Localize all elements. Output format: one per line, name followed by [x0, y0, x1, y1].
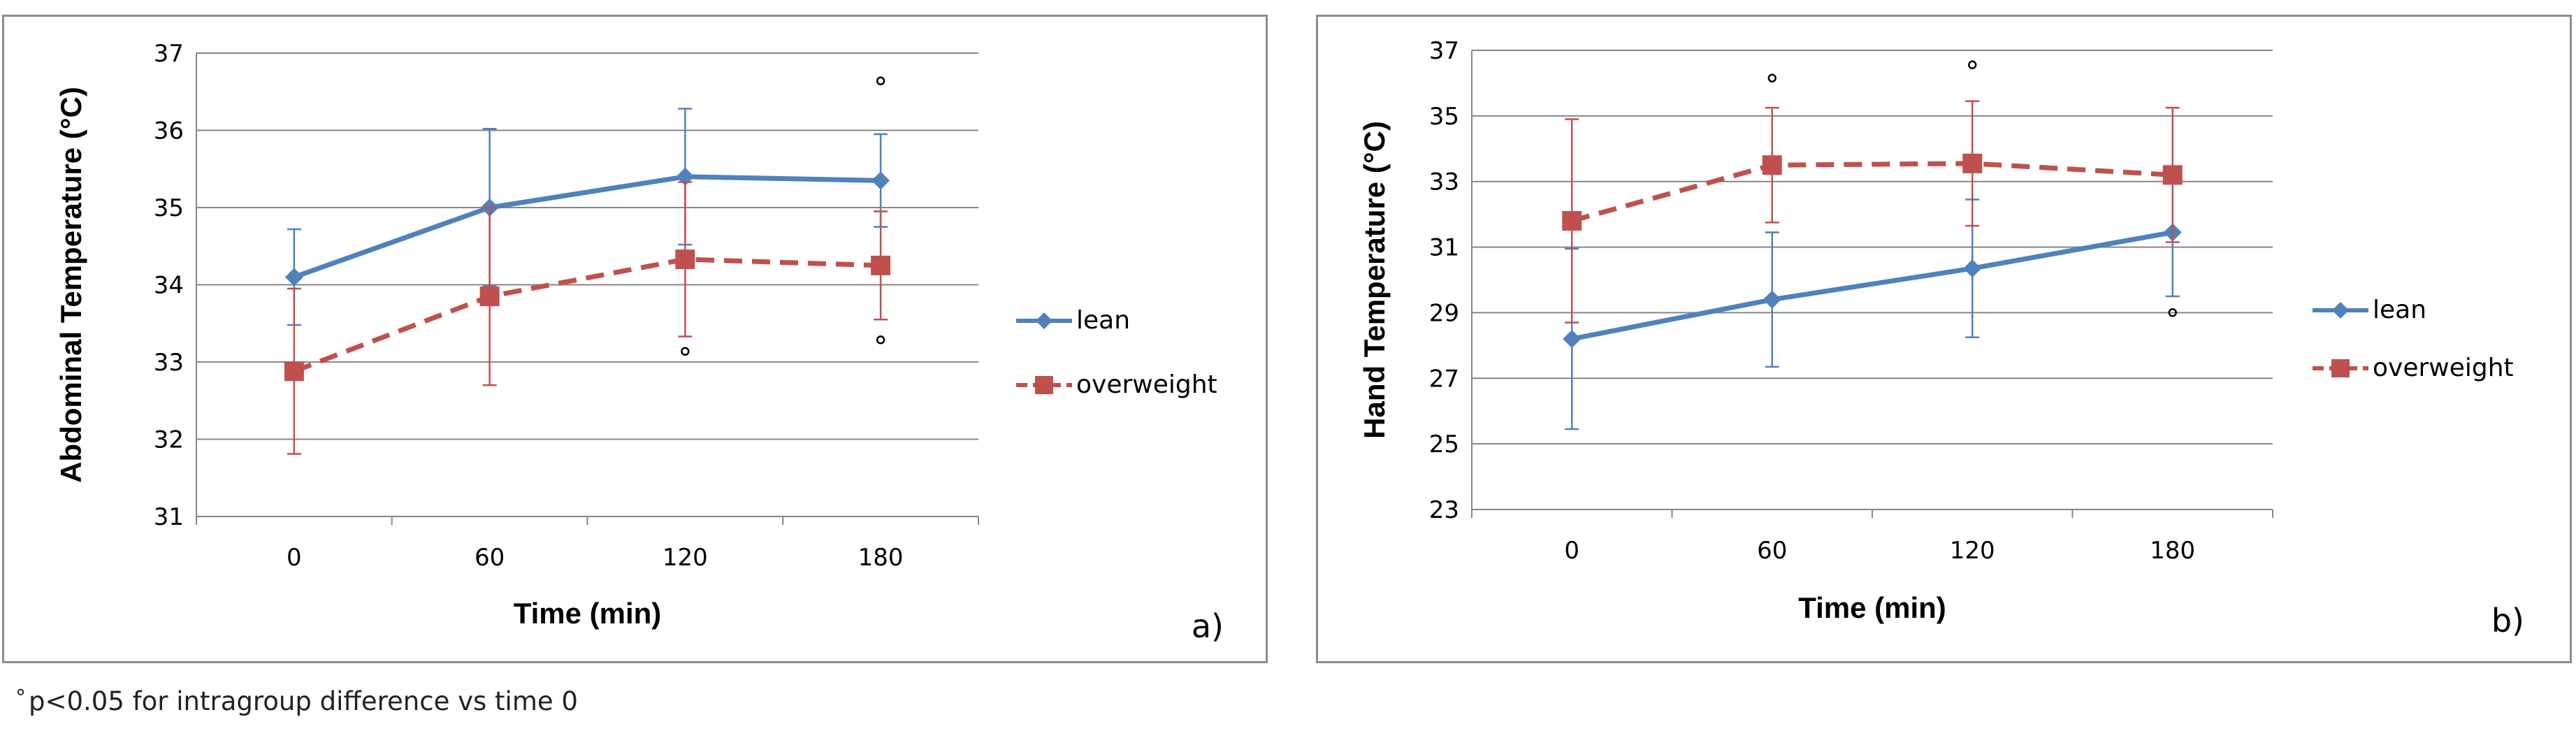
- y-tick-label: 37: [154, 40, 184, 68]
- x-axis-title: Time (min): [1798, 591, 1946, 624]
- y-tick-label: 37: [1429, 37, 1459, 65]
- lean-series-line: [1571, 230, 2173, 342]
- legend-marker: [1035, 376, 1053, 394]
- footnote-symbol: °: [15, 686, 26, 710]
- y-tick-label: 36: [154, 117, 184, 145]
- overweight-data-point: [871, 255, 891, 275]
- legend-marker: [1036, 312, 1052, 329]
- hand-temperature-chart: 23 25 27 29 31 33 35 37 0 60 120 180 Time (min) Hand …: [1358, 37, 2524, 639]
- y-tick-label: 35: [1429, 103, 1459, 131]
- x-tick-label: 120: [1950, 537, 1995, 565]
- y-tick-label: 32: [154, 426, 184, 454]
- footnote: ° p<0.05 for intragroup difference vs tim…: [15, 686, 578, 716]
- legend-label: lean: [2373, 296, 2426, 324]
- abdominal-temperature-chart: 31 32 33 34 35 36 37 0 60 120 180 Time (min) Abdomin…: [55, 40, 1224, 645]
- overweight-data-point: [479, 287, 500, 307]
- x-tick-label: 120: [663, 544, 708, 572]
- lean-data-point: [284, 268, 303, 287]
- chart-panel-a: 31 32 33 34 35 36 37 0 60 120 180 Time (min) Abdomin…: [2, 15, 1268, 663]
- lean-series-line: [293, 174, 881, 280]
- lean-data-point: [1763, 290, 1781, 309]
- y-tick-label: 33: [1429, 168, 1459, 196]
- lean-data-point: [871, 171, 890, 190]
- panel-label: a): [1192, 607, 1224, 645]
- overweight-series-line: [293, 256, 881, 374]
- significance-marker: °: [2166, 304, 2180, 336]
- x-tick-label: 60: [475, 544, 505, 572]
- significance-marker: °: [874, 331, 888, 363]
- significance-marker: °: [1765, 69, 1779, 101]
- y-tick-label: 35: [154, 194, 184, 222]
- footnote-text: p<0.05 for intragroup difference vs time…: [29, 686, 578, 716]
- legend-label: overweight: [2373, 354, 2514, 382]
- legend-marker: [2331, 359, 2350, 377]
- y-tick-label: 23: [1429, 496, 1459, 524]
- y-axis-title: Hand Temperature (°C): [1358, 121, 1391, 439]
- x-tick-label: 0: [287, 544, 302, 572]
- y-tick-label: 25: [1429, 430, 1459, 458]
- x-tick-label: 60: [1757, 537, 1787, 565]
- significance-marker: °: [1965, 57, 1979, 89]
- overweight-data-point: [1562, 211, 1582, 231]
- x-tick-label: 0: [1564, 537, 1579, 565]
- overweight-series-line: [1571, 161, 2173, 224]
- legend-label: overweight: [1076, 370, 1217, 399]
- y-tick-label: 31: [154, 503, 184, 531]
- legend-marker: [2332, 302, 2349, 319]
- lean-data-point: [1963, 259, 1982, 278]
- y-tick-label: 29: [1429, 299, 1459, 327]
- overweight-data-point: [1962, 153, 1983, 173]
- significance-marker: °: [874, 73, 888, 105]
- overweight-data-point: [1762, 155, 1782, 175]
- x-axis-title: Time (min): [514, 597, 662, 630]
- overweight-data-point: [2162, 165, 2183, 185]
- y-tick-label: 27: [1429, 365, 1459, 393]
- lean-data-point: [1563, 329, 1582, 348]
- legend-label: lean: [1076, 306, 1130, 335]
- panel-label: b): [2491, 602, 2524, 639]
- x-tick-label: 180: [2150, 537, 2195, 565]
- overweight-data-point: [675, 249, 695, 270]
- y-tick-label: 33: [154, 349, 184, 377]
- y-tick-label: 31: [1429, 234, 1459, 262]
- overweight-data-point: [284, 361, 304, 382]
- x-tick-label: 180: [858, 544, 904, 572]
- significance-marker: °: [678, 342, 692, 375]
- chart-panel-b: 23 25 27 29 31 33 35 37 0 60 120 180 Time (min) Hand …: [1316, 15, 2572, 663]
- y-tick-label: 34: [154, 272, 184, 300]
- y-axis-title: Abdominal Temperature (°C): [55, 87, 87, 483]
